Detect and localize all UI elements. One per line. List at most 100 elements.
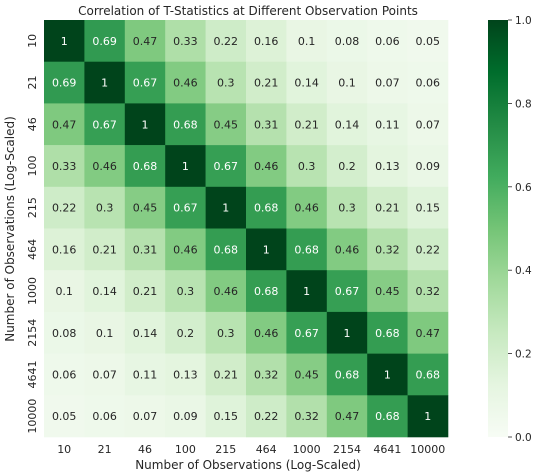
cell-value-label: 0.31	[133, 243, 158, 256]
cell-value-label: 0.32	[416, 285, 441, 298]
cell-value-label: 0.46	[173, 77, 198, 90]
x-axis-ticks: 10 21 46 100 215 464 1000 2154 4641 10000	[57, 443, 445, 456]
cell-value-label: 0.47	[416, 327, 441, 340]
heatmap-cell	[407, 353, 449, 396]
x-tick-label: 1000	[293, 443, 321, 456]
cell-value-label: 0.1	[96, 327, 114, 340]
cell-value-label: 0.67	[133, 77, 158, 90]
colorbar-tick-label: 0.2	[515, 349, 532, 361]
cell-value-label: 0.47	[335, 410, 360, 423]
colorbar	[488, 20, 508, 437]
cell-value-label: 1	[182, 160, 189, 173]
cell-value-label: 1	[61, 35, 68, 48]
cell-value-label: 0.3	[177, 285, 195, 298]
x-tick-label: 21	[98, 443, 112, 456]
cell-value-label: 1	[222, 202, 229, 215]
heatmap-cell	[44, 311, 85, 354]
cell-value-label: 0.67	[173, 202, 198, 215]
heatmap-cell	[84, 270, 126, 313]
cell-value-label: 0.47	[133, 35, 158, 48]
heatmap-cell	[165, 145, 206, 188]
heatmap-cell	[286, 228, 328, 271]
cell-value-label: 0.32	[254, 368, 279, 381]
cell-value-label: 0.68	[375, 410, 400, 423]
heatmap-cell	[124, 311, 166, 354]
cell-value-label: 0.13	[173, 368, 198, 381]
heatmap-cell	[205, 145, 247, 188]
heatmap-cell	[286, 20, 328, 62]
cell-value-label: 0.47	[52, 118, 77, 131]
cell-value-label: 0.45	[294, 368, 319, 381]
cell-value-label: 0.33	[52, 160, 77, 173]
heatmap-cell	[165, 353, 206, 396]
heatmap-cell	[205, 311, 247, 354]
cell-value-label: 0.2	[177, 327, 195, 340]
cell-value-label: 0.1	[338, 77, 356, 90]
heatmap-cell	[124, 145, 166, 188]
heatmap-cell	[407, 103, 449, 146]
heatmap-cell	[205, 270, 247, 313]
cell-value-label: 1	[424, 410, 431, 423]
y-tick-label: 464	[26, 239, 39, 260]
heatmap-cell	[124, 353, 166, 396]
heatmap-cell	[124, 228, 166, 271]
heatmap-cell	[286, 270, 328, 313]
x-tick-label: 215	[215, 443, 236, 456]
cell-value-label: 1	[384, 368, 391, 381]
heatmap-cell	[326, 186, 368, 229]
heatmap-cell	[246, 61, 287, 104]
cell-value-label: 0.3	[338, 202, 356, 215]
heatmap-cell	[124, 103, 166, 146]
cell-value-label: 0.06	[52, 368, 77, 381]
heatmap-cell	[124, 186, 166, 229]
heatmap-cell	[165, 20, 206, 62]
colorbar-ticks: 0.0 0.2 0.4 0.6 0.8 1.0	[508, 15, 532, 444]
cell-value-label: 0.46	[254, 327, 279, 340]
colorbar-tick-label: 0.6	[515, 182, 532, 194]
heatmap-cell	[165, 395, 206, 438]
x-axis-label: Number of Observations (Log-Scaled)	[135, 458, 361, 472]
colorbar-tick-label: 0.0	[515, 432, 532, 444]
cell-value-label: 0.07	[92, 368, 117, 381]
cell-value-label: 0.45	[133, 202, 158, 215]
heatmap-cell	[407, 186, 449, 229]
cell-value-label: 0.67	[294, 327, 319, 340]
heatmap-cell	[367, 186, 408, 229]
heatmap-cell	[84, 186, 126, 229]
cell-value-label: 0.11	[375, 118, 400, 131]
heatmap-cell	[407, 311, 449, 354]
cell-value-label: 0.68	[254, 202, 279, 215]
heatmap-cell	[286, 145, 328, 188]
heatmap-cell	[407, 61, 449, 104]
heatmap-cell	[286, 395, 328, 438]
heatmap-cell	[44, 103, 85, 146]
heatmap-cell	[246, 228, 287, 271]
heatmap-cell	[246, 311, 287, 354]
cell-value-label: 0.45	[214, 118, 239, 131]
heatmap-cell	[44, 61, 85, 104]
heatmap-cell	[205, 228, 247, 271]
cell-value-label: 0.67	[214, 160, 239, 173]
cell-value-label: 0.09	[416, 160, 441, 173]
x-tick-label: 10	[57, 443, 71, 456]
cell-value-label: 0.22	[52, 202, 77, 215]
cell-value-label: 0.68	[416, 368, 441, 381]
colorbar-tick-label: 0.4	[515, 265, 532, 277]
heatmap-cell	[407, 228, 449, 271]
cell-value-label: 0.68	[254, 285, 279, 298]
heatmap-cells	[44, 20, 449, 438]
heatmap-cell	[205, 353, 247, 396]
cell-value-label: 0.46	[92, 160, 117, 173]
cell-value-label: 0.14	[133, 327, 158, 340]
cell-value-label: 0.21	[92, 243, 117, 256]
heatmap-cell	[205, 61, 247, 104]
cell-value-label: 0.11	[133, 368, 158, 381]
heatmap-cell	[205, 103, 247, 146]
cell-value-label: 0.1	[55, 285, 73, 298]
cell-value-label: 0.21	[294, 118, 319, 131]
cell-value-label: 1	[303, 285, 310, 298]
cell-value-label: 0.21	[133, 285, 158, 298]
cell-value-label: 0.32	[375, 243, 400, 256]
cell-value-label: 0.14	[294, 77, 319, 90]
cell-value-label: 0.69	[52, 77, 77, 90]
